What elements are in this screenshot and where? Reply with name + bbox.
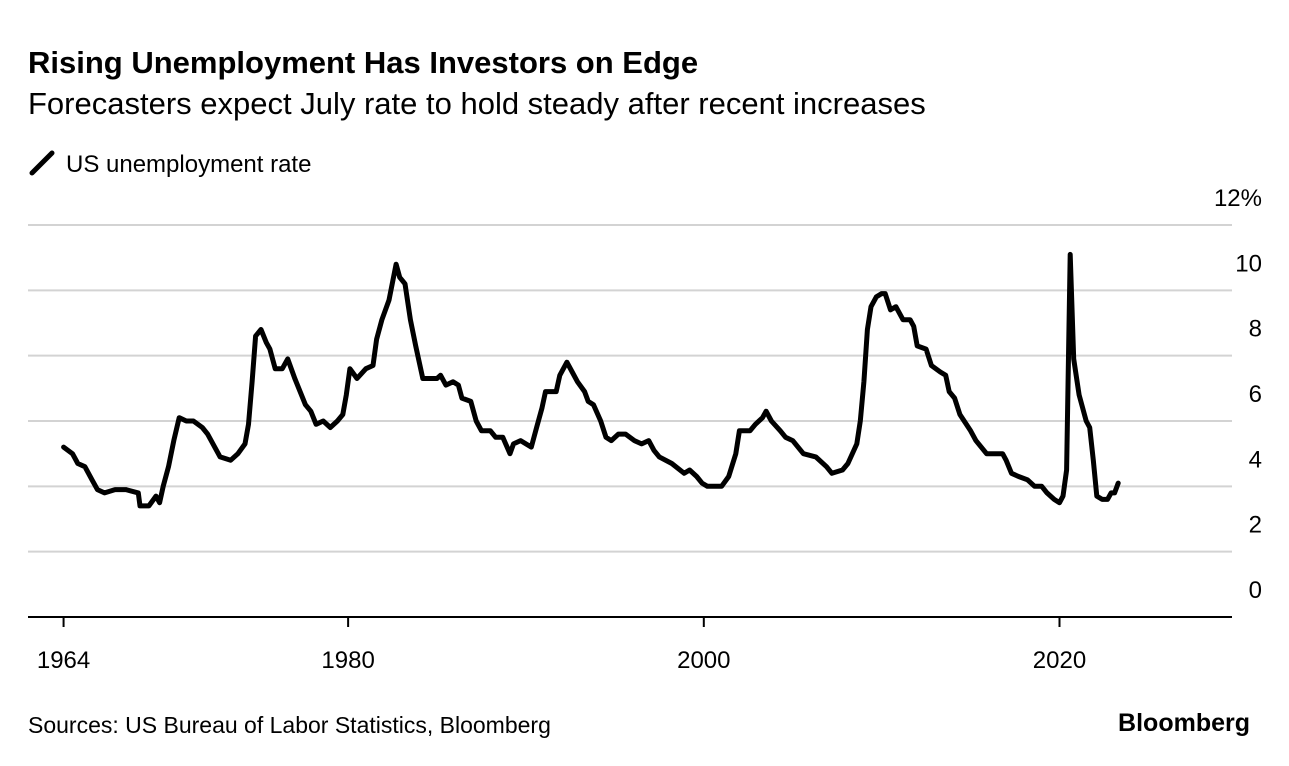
y-tick-label: 2 [1249, 512, 1262, 539]
y-tick-label: 6 [1249, 381, 1262, 408]
brand-logo: Bloomberg [1118, 709, 1250, 737]
legend-swatch [29, 150, 55, 176]
y-tick-label: 12% [1214, 185, 1262, 212]
series-line [61, 251, 1121, 509]
y-tick-label: 0 [1249, 577, 1262, 604]
x-tick-label: 2020 [1033, 647, 1086, 674]
x-tick-label: 2000 [677, 647, 730, 674]
x-tick-label: 1980 [321, 647, 374, 674]
y-tick-label: 4 [1249, 446, 1262, 473]
y-tick-label: 10 [1235, 250, 1262, 277]
chart-title: Rising Unemployment Has Investors on Edg… [28, 45, 698, 80]
chart-subtitle: Forecasters expect July rate to hold ste… [28, 86, 926, 121]
source-note: Sources: US Bureau of Labor Statistics, … [28, 712, 551, 738]
legend-label: US unemployment rate [66, 151, 311, 178]
x-tick-label: 1964 [37, 647, 90, 674]
y-tick-label: 8 [1249, 316, 1262, 343]
